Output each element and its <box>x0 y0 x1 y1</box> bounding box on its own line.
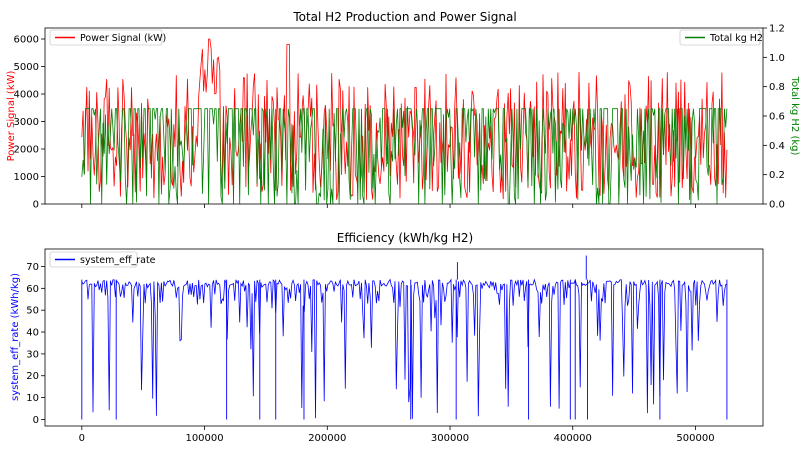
bottom-y-tick-label: 50 <box>26 306 39 317</box>
bottom-x-tick-label: 0 <box>79 433 85 444</box>
bottom-x-tick-label: 500000 <box>676 433 714 444</box>
top-data-layer <box>81 38 728 205</box>
bottom-y-tick-label: 40 <box>26 328 39 339</box>
top-left-tick-label: 0 <box>33 200 39 211</box>
efficiency-subplot: Efficiency (kWh/kg H2) 0 10 20 30 40 50 60 70 0… <box>10 231 764 444</box>
bottom-legend: system_eff_rate <box>49 251 156 268</box>
top-x-axis <box>81 204 696 208</box>
top-left-tick-label: 1000 <box>14 172 39 183</box>
top-right-tick-label: 1.0 <box>769 53 785 64</box>
bottom-y-tick-label: 0 <box>33 415 39 426</box>
bottom-chart-title: Efficiency (kWh/kg H2) <box>337 231 473 245</box>
bottom-ylabel: system_eff_rate (kWh/kg) <box>10 273 21 401</box>
top-left-tick-label: 5000 <box>14 62 39 73</box>
top-legend-right: Total kg H2 <box>679 29 763 46</box>
bottom-y-tick-label: 10 <box>26 393 39 404</box>
bottom-x-tick-label: 200000 <box>308 433 346 444</box>
bottom-x-tick-label: 100000 <box>185 433 223 444</box>
eff-rate-line <box>81 278 727 419</box>
legend-label-eff: system_eff_rate <box>80 255 156 266</box>
bottom-data-layer <box>81 255 728 420</box>
top-right-tick-label: 0.2 <box>769 170 785 181</box>
legend-label-h2: Total kg H2 <box>709 33 763 44</box>
top-chart-title: Total H2 Production and Power Signal <box>292 10 516 24</box>
legend-box-eff <box>49 251 138 268</box>
power-h2-subplot: Total H2 Production and Power Signal 0 10… <box>6 10 800 211</box>
legend-label-power: Power Signal (kW) <box>80 33 166 44</box>
bottom-x-tick-label: 400000 <box>554 433 592 444</box>
top-left-ylabel: Power Signal (kW) <box>6 71 17 162</box>
top-left-tick-label: 2000 <box>14 145 39 156</box>
bottom-y-tick-label: 60 <box>26 284 39 295</box>
legend-box-h2 <box>679 29 761 46</box>
top-right-tick-label: 1.2 <box>769 24 785 35</box>
bottom-x-tick-label: 300000 <box>431 433 469 444</box>
bottom-y-tick-label: 20 <box>26 371 39 382</box>
top-right-tick-label: 0.4 <box>769 141 785 152</box>
bottom-left-axis: 0 10 20 30 40 50 60 70 <box>26 262 45 426</box>
top-legend-left: Power Signal (kW) <box>49 29 166 46</box>
top-left-tick-label: 3000 <box>14 117 39 128</box>
total-h2-line <box>81 107 728 205</box>
top-left-tick-label: 4000 <box>14 90 39 101</box>
top-right-tick-label: 0.8 <box>769 82 785 93</box>
top-right-axis: 0.0 0.2 0.4 0.6 0.8 1.0 1.2 <box>763 24 785 211</box>
top-left-tick-label: 6000 <box>14 35 39 46</box>
legend-box-power <box>49 29 163 46</box>
top-right-ylabel: Total kg H2 (kg) <box>789 76 800 156</box>
top-left-axis: 0 1000 2000 3000 4000 5000 6000 <box>14 35 45 211</box>
top-right-tick-label: 0.0 <box>769 200 785 211</box>
bottom-x-axis: 0 100000 200000 300000 400000 500000 <box>79 426 715 444</box>
bottom-y-tick-label: 70 <box>26 262 39 273</box>
bottom-y-tick-label: 30 <box>26 349 39 360</box>
top-right-tick-label: 0.6 <box>769 112 785 123</box>
bottom-plot-frame <box>44 248 764 427</box>
